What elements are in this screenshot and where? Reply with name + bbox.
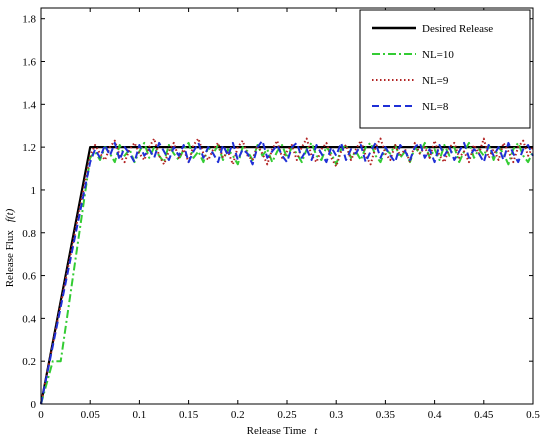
x-axis-label: Release Time t <box>247 425 319 437</box>
y-tick-label: 1.6 <box>22 57 36 69</box>
x-axis-label-symbol: t <box>314 425 318 437</box>
x-tick-label: 0.05 <box>81 409 101 421</box>
legend-label-2: NL=9 <box>422 75 449 87</box>
y-tick-label: 1 <box>31 185 37 197</box>
y-tick-label: 0.2 <box>22 356 36 368</box>
y-axis-label: Release Flux f(t) <box>4 208 16 287</box>
y-tick-label: 1.8 <box>22 14 36 26</box>
y-tick-label: 0.6 <box>22 271 36 283</box>
x-tick-label: 0.5 <box>526 409 540 421</box>
legend-items: Desired Release NL=10 NL=9 NL=8 <box>372 23 493 113</box>
series-line-3 <box>40 139 534 405</box>
series-line-2 <box>40 137 534 405</box>
legend: Desired Release NL=10 NL=9 NL=8 <box>359 9 531 129</box>
plot-area <box>39 137 534 405</box>
axis-ticks: 0 0.05 0.1 0.15 0.2 0.25 0.3 0.35 0.4 0.45 0.5 0 0.2… <box>22 8 540 421</box>
y-tick-label: 1.4 <box>22 99 36 111</box>
plot-frame <box>40 7 534 405</box>
x-axis-label-text: Release Time <box>247 425 307 437</box>
y-tick-label: 0 <box>31 399 37 411</box>
legend-box <box>359 9 531 129</box>
x-tick-label: 0.35 <box>376 409 396 421</box>
y-axis-label-symbol: f(t) <box>4 208 16 222</box>
legend-label-1: NL=10 <box>422 49 454 61</box>
x-tick-label: 0.2 <box>231 409 245 421</box>
y-axis-label-text: Release Flux <box>4 230 16 288</box>
x-tick-label: 0.25 <box>277 409 297 421</box>
x-tick-label: 0.3 <box>329 409 343 421</box>
y-tick-label: 1.2 <box>22 142 36 154</box>
x-tick-label: 0.4 <box>428 409 442 421</box>
x-tick-label: 0.1 <box>133 409 147 421</box>
x-tick-label: 0.45 <box>474 409 494 421</box>
x-tick-label: 0 <box>38 409 44 421</box>
x-tick-label: 0.15 <box>179 409 199 421</box>
legend-label-0: Desired Release <box>422 23 493 35</box>
y-tick-label: 0.8 <box>22 228 36 240</box>
y-tick-label: 0.4 <box>22 313 36 325</box>
legend-label-3: NL=8 <box>422 101 449 113</box>
